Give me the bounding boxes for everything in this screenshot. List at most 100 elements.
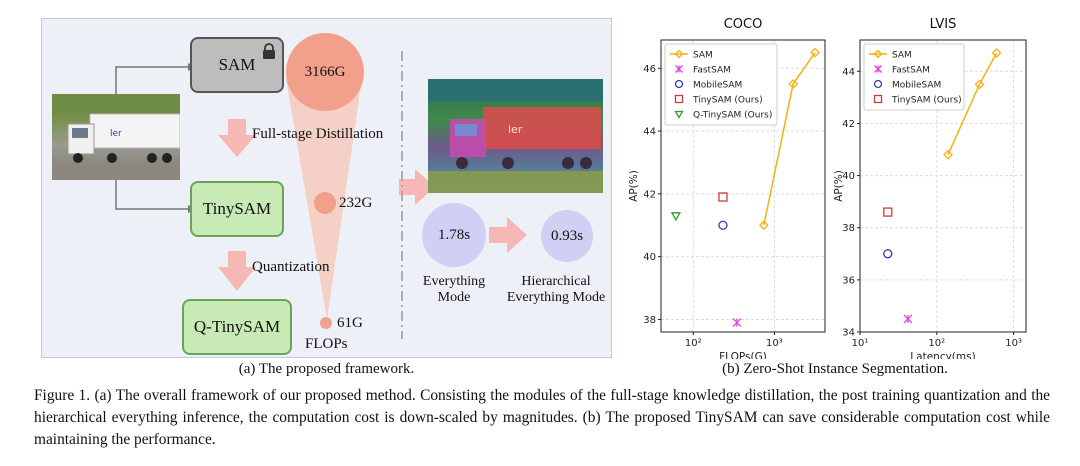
qtinysam-box: Q-TinySAM: [182, 299, 292, 355]
qtinysam-label: Q-TinySAM: [193, 317, 281, 336]
coco-ylabel: AP(%): [628, 170, 640, 202]
coco-legend-sam-label: SAM: [693, 51, 713, 61]
segmented-truck-icon: ler: [428, 79, 603, 193]
coco-xtick-label-0: 10²: [685, 338, 702, 349]
quant-arrow-icon: [218, 251, 256, 291]
coco-legend-mobilesam-label: MobileSAM: [693, 81, 742, 91]
speedup-arrow-icon: [489, 217, 527, 253]
lvis-ylabel: AP(%): [833, 170, 845, 202]
coco-sam-point-1: [788, 79, 799, 89]
everything-mode-label: Everything Mode: [410, 274, 498, 306]
lvis-sam-point-2: [991, 48, 1002, 58]
coco-legend-tinysam-ours-label: TinySAM (Ours): [692, 96, 763, 106]
truck-icon: ler: [52, 94, 180, 180]
sam-box: SAM: [190, 37, 284, 93]
lvis-fastsam-point-0: [903, 314, 913, 324]
flops-axis-label: FLOPs: [305, 336, 348, 352]
hier-time: 0.93s: [550, 227, 584, 244]
lvis-legend-fastsam-marker: [874, 65, 882, 73]
lvis-frame: [859, 39, 1027, 333]
coco-q-tinysam-ours-point-0: [670, 212, 681, 222]
lvis-mobilesam-point-0: [883, 249, 893, 259]
lvis-ytick-label-2: 38: [842, 223, 855, 234]
connector-to-tinysam: [115, 179, 188, 210]
lvis-title: LVIS: [930, 17, 957, 32]
coco-ytick-label-1: 40: [643, 252, 656, 263]
to-output-arrow-icon: [399, 169, 435, 205]
lvis-sam-point-0: [943, 149, 953, 160]
svg-text:ler: ler: [508, 123, 523, 136]
lvis-ytick-label-1: 36: [842, 275, 855, 286]
hier-time-circle: 0.93s: [541, 210, 593, 262]
hier-mode-line1: Hierarchical: [521, 274, 591, 289]
lvis-legend-box: [863, 43, 965, 111]
everything-mode-line2: Mode: [437, 290, 471, 305]
figure-caption: Figure 1. (a) The overall framework of o…: [34, 387, 1050, 448]
everything-mode-line1: Everything: [422, 274, 486, 289]
flops-tinysam-value: 232G: [339, 195, 373, 211]
sam-label: SAM: [218, 55, 256, 74]
coco-sam-point-2: [810, 47, 820, 58]
lvis-legend-tinysam-ours-marker: [873, 94, 883, 104]
flops-qtinysam-value: 61G: [337, 315, 363, 331]
framework-panel: ler SAM TinySAM Q-TinySAM Full-stage Dis…: [41, 18, 612, 358]
coco-xtick-label-1: 10³: [766, 338, 783, 349]
coco-sam-point-0: [758, 220, 769, 231]
lvis-xtick-label-2: 10³: [1005, 338, 1022, 349]
input-truck-image: ler: [52, 94, 180, 180]
panel-b-caption: (b) Zero-Shot Instance Segmentation.: [722, 361, 948, 377]
lvis-sam-line: [947, 52, 998, 156]
lvis-ytick-label-4: 42: [842, 119, 855, 130]
everything-time: 1.78s: [437, 226, 471, 243]
lvis-chart: LVIS 34 36 38 40 42 44 10¹ 10² 10³ Latency(ms) AP(%…: [833, 17, 1027, 359]
flops-sam-value: 3166G: [304, 63, 346, 80]
lvis-sam-point-1: [974, 79, 985, 90]
everything-time-circle: 1.78s: [422, 203, 486, 267]
lvis-xtick-label-0: 10¹: [852, 338, 869, 349]
tinysam-label: TinySAM: [202, 199, 272, 218]
lvis-ytick-label-5: 44: [842, 67, 855, 78]
lvis-legend-sam-label: SAM: [892, 51, 912, 61]
coco-sam-line: [763, 52, 816, 226]
lvis-legend-mobilesam-label: MobileSAM: [892, 81, 941, 91]
lock-icon: [263, 43, 275, 59]
panel-a-caption: (a) The proposed framework.: [238, 361, 415, 377]
distill-arrow-icon: [218, 119, 256, 157]
tinysam-box: TinySAM: [190, 181, 284, 237]
flops-circle-qtinysam: [320, 317, 332, 329]
lvis-ytick-label-0: 34: [842, 328, 855, 339]
coco-legend-sam-marker: [674, 49, 684, 59]
lvis-legend-fastsam-label: FastSAM: [892, 66, 930, 76]
lvis-legend-sam-marker: [873, 49, 883, 59]
coco-legend-fastsam-marker: [675, 65, 683, 73]
coco-legend-tinysam-ours-marker: [674, 94, 684, 104]
hier-mode-line2: Everything Mode: [506, 290, 606, 305]
coco-legend-fastsam-label: FastSAM: [693, 66, 731, 76]
lvis-legend-tinysam-ours-label: TinySAM (Ours): [891, 96, 962, 106]
flops-circle-sam: 3166G: [286, 33, 364, 111]
coco-ytick-label-4: 46: [643, 64, 656, 75]
distillation-label: Full-stage Distillation: [252, 126, 384, 142]
coco-chart: COCO 38 40 42 44 46 10² 10³ FLOPs(G) AP(%) SAM Fast…: [628, 17, 826, 359]
coco-legend-box: [664, 43, 778, 126]
lvis-legend-mobilesam-marker: [873, 79, 883, 89]
hier-mode-label: Hierarchical Everything Mode: [504, 274, 608, 306]
coco-mobilesam-point-0: [718, 220, 728, 230]
coco-xlabel: FLOPs(G): [719, 351, 767, 359]
coco-ytick-label-3: 44: [643, 127, 656, 138]
coco-legend-mobilesam-marker: [674, 79, 684, 89]
lvis-tinysam-ours-point-0: [883, 207, 893, 217]
segmented-output-image: ler: [428, 79, 603, 193]
lvis-xlabel: Latency(ms): [910, 351, 975, 359]
lvis-xtick-label-1: 10²: [928, 338, 945, 349]
flops-circle-tinysam: [314, 192, 336, 214]
coco-ytick-label-0: 38: [643, 315, 656, 326]
coco-ytick-label-2: 42: [643, 189, 656, 200]
coco-fastsam-point-0: [732, 318, 742, 328]
svg-text:ler: ler: [110, 129, 122, 139]
coco-legend-q-tinysam-ours-marker: [674, 110, 684, 119]
connector-to-sam: [115, 66, 188, 94]
coco-tinysam-ours-point-0: [718, 192, 728, 202]
coco-title: COCO: [724, 17, 763, 32]
coco-legend-q-tinysam-ours-label: Q-TinySAM (Ours): [693, 111, 772, 121]
